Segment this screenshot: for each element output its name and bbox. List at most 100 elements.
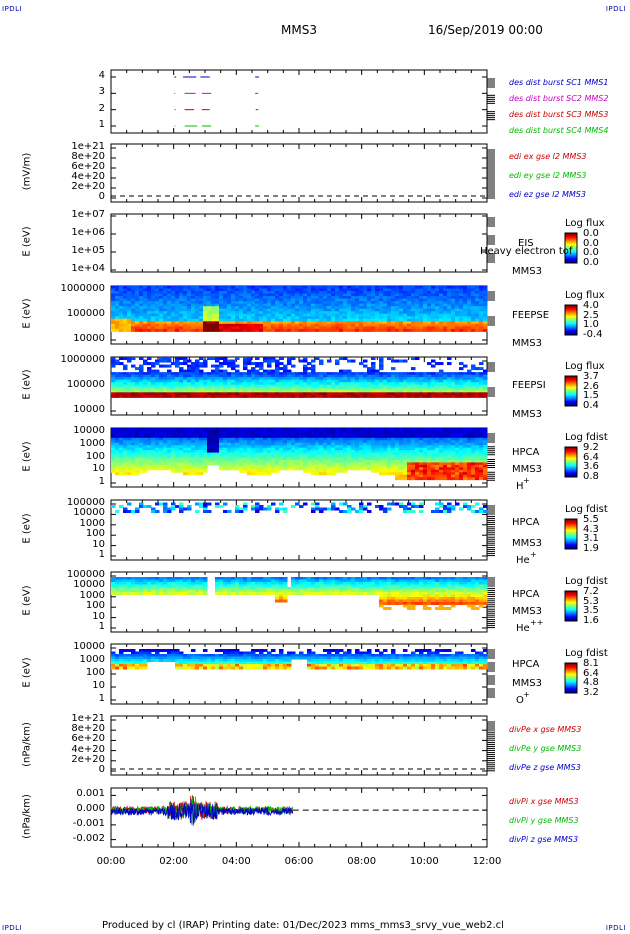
spectrogram-cell	[263, 384, 268, 388]
spectrogram-cell	[147, 362, 152, 366]
spectrogram-cell	[119, 298, 124, 302]
spectrogram-cell	[115, 318, 120, 322]
spectrogram-cell	[319, 464, 324, 468]
spectrogram-cell	[163, 298, 168, 302]
spectrogram-cell	[295, 328, 300, 332]
spectrogram-cell	[271, 326, 276, 330]
spectrogram-cell	[411, 357, 416, 361]
spectrogram-cell	[239, 379, 244, 383]
spectrogram-cell	[475, 384, 480, 388]
spectrogram-cell	[187, 442, 192, 446]
panel-frame-10	[110, 715, 488, 776]
spectrogram-cell	[423, 301, 428, 305]
spectrogram-cell	[355, 374, 360, 378]
spectrogram-cell	[423, 328, 428, 332]
spectrogram-cell	[155, 374, 160, 378]
spectrogram-cell	[155, 447, 160, 451]
spectrogram-cell	[267, 389, 272, 393]
spectrogram-cell	[331, 435, 336, 439]
spectrogram-cell	[295, 430, 300, 434]
spectrogram-cell	[367, 428, 372, 431]
spectrogram-cell	[119, 357, 124, 361]
spectrogram-cell	[415, 291, 420, 295]
colorbar-segment	[565, 390, 577, 392]
spectrogram-cell	[291, 452, 296, 456]
spectrogram-cell	[203, 440, 208, 444]
spectrogram-cell	[223, 369, 228, 373]
colorbar-segment	[565, 397, 577, 399]
spectrogram-cell	[151, 450, 156, 454]
spectrogram-cell	[367, 323, 372, 327]
colorbar-segment	[565, 325, 577, 327]
spectrogram-cell	[299, 389, 304, 393]
spectrogram-cell	[327, 440, 332, 444]
spectrogram-cell	[283, 308, 288, 312]
spectrogram-cell	[387, 286, 392, 290]
spectrogram-cell	[159, 428, 164, 431]
spectrogram-cell	[199, 455, 204, 458]
spectrogram-cell	[231, 452, 236, 456]
spectrogram-cell	[435, 326, 440, 330]
spectrogram-cell	[447, 374, 452, 378]
spectrogram-cell	[371, 362, 376, 366]
spectrogram-cell	[111, 450, 116, 454]
spectrogram-cell	[367, 435, 372, 439]
spectrogram-cell	[127, 445, 132, 449]
spectrogram-cell	[335, 301, 340, 305]
spectrogram-cell	[299, 467, 304, 471]
spectrogram-cell	[367, 445, 372, 449]
spectrogram-cell	[203, 437, 208, 441]
spectrogram-cell	[259, 457, 264, 461]
spectrogram-cell	[387, 303, 392, 307]
spectrogram-cell	[139, 326, 144, 330]
spectrogram-cell	[195, 372, 200, 376]
spectrogram-cell	[323, 459, 328, 463]
colorbar-frame	[564, 232, 578, 264]
spectrogram-cell	[435, 298, 440, 302]
spectrogram-cell	[283, 313, 288, 317]
spectrogram-cell	[311, 321, 316, 325]
spectrogram-cell	[263, 293, 268, 297]
spectrogram-cell	[319, 328, 324, 332]
spectrogram-cell	[231, 428, 236, 431]
spectrogram-cell	[351, 435, 356, 439]
spectrogram-cell	[143, 392, 148, 396]
spectrogram-cell	[203, 442, 208, 446]
spectrogram-cell	[139, 303, 144, 307]
spectrogram-cell	[343, 306, 348, 310]
spectrogram-cell	[167, 377, 172, 381]
spectrogram-cell	[463, 382, 468, 386]
spectrogram-cell	[375, 450, 380, 454]
spectrogram-cell	[439, 377, 444, 381]
spectrogram-cell	[299, 392, 304, 396]
spectrogram-cell	[411, 318, 416, 322]
spectrogram-cell	[291, 306, 296, 310]
spectrogram-cell	[375, 392, 380, 396]
spectrogram-cell	[115, 430, 120, 434]
spectrogram-cell	[139, 379, 144, 383]
spectrogram-cell	[335, 296, 340, 300]
spectrogram-cell	[179, 328, 184, 332]
spectrogram-cell	[255, 457, 260, 461]
spectrogram-cell	[207, 321, 212, 325]
spectrogram-cell	[287, 298, 292, 302]
spectrogram-cell	[135, 459, 140, 463]
colorbar-segment	[565, 386, 577, 388]
spectrogram-cell	[163, 296, 168, 300]
spectrogram-cell	[395, 316, 400, 320]
spectrogram-cell	[155, 291, 160, 295]
spectrogram-cell	[239, 293, 244, 297]
spectrogram-cell	[363, 372, 368, 376]
spectrogram-cell	[287, 286, 292, 290]
spectrogram-cell	[355, 306, 360, 310]
spectrogram-cell	[195, 472, 200, 476]
spectrogram-cell	[251, 377, 256, 381]
spectrogram-cell	[379, 286, 384, 290]
spectrogram-cell	[299, 323, 304, 327]
colorbar-segment	[565, 398, 577, 400]
spectrogram-cell	[379, 452, 384, 456]
spectrogram-cell	[243, 467, 248, 471]
spectrogram-cell	[451, 382, 456, 386]
spectrogram-cell	[279, 467, 284, 471]
spectrogram-cell	[351, 293, 356, 297]
